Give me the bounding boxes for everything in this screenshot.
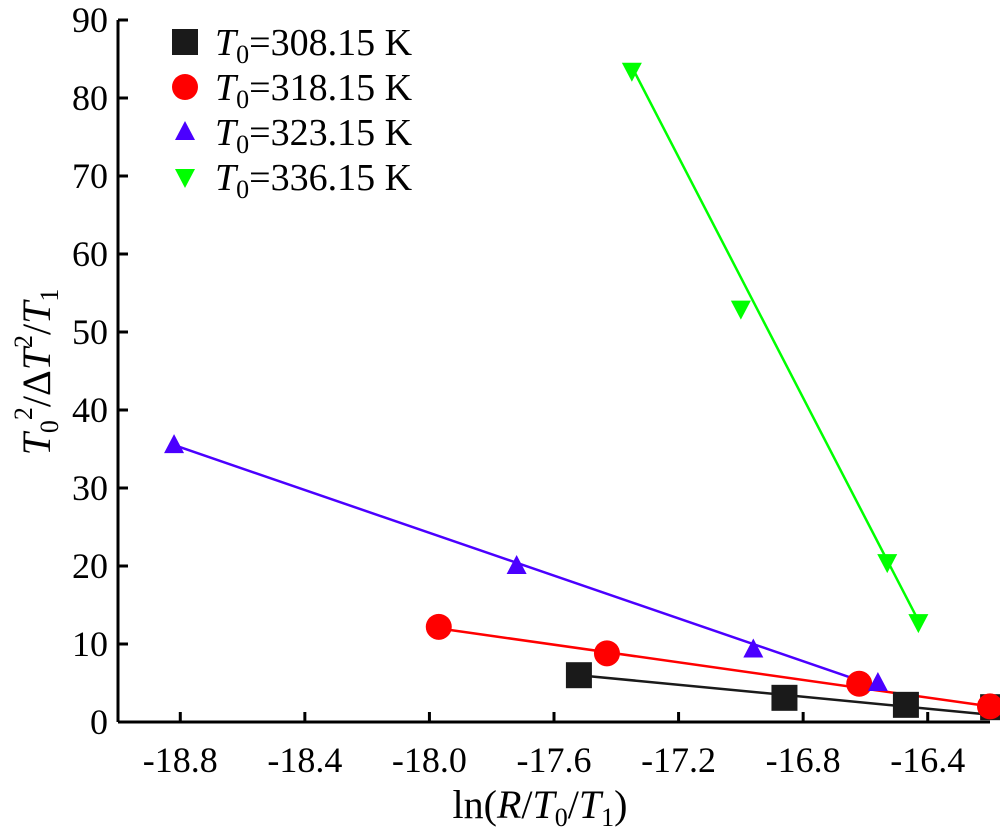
data-point-series-1 (892, 691, 919, 718)
y-axis-title: T02/ΔT2/T1 (9, 289, 64, 456)
fit-line-series-3 (173, 443, 879, 689)
data-point-series-2 (425, 613, 452, 640)
legend-marker-2 (172, 74, 198, 100)
data-point-series-2 (846, 670, 873, 697)
y-tick-label: 0 (90, 702, 108, 742)
y-ticks: 0 10 20 30 40 50 60 70 80 90 (72, 0, 128, 742)
fit-line-series-4 (630, 66, 920, 622)
y-tick-label: 60 (72, 234, 108, 274)
data-points (164, 62, 1000, 721)
y-tick-label: 10 (72, 624, 108, 664)
y-tick-label: 20 (72, 546, 108, 586)
data-point-series-3 (867, 672, 888, 691)
data-point-series-4 (621, 62, 642, 82)
legend-marker-1 (172, 29, 198, 55)
y-tick-label: 90 (72, 0, 108, 40)
x-tick-label: -17.2 (641, 740, 716, 780)
legend-marker-4 (175, 169, 195, 188)
y-tick-label: 80 (72, 78, 108, 118)
data-point-series-1 (771, 684, 798, 711)
y-tick-label: 40 (72, 390, 108, 430)
y-tick-label: 70 (72, 156, 108, 196)
y-tick-label: 30 (72, 468, 108, 508)
data-point-series-1 (565, 662, 592, 689)
x-ticks: -18.8 -18.4 -18.0 -17.6 -17.2 -16.8 -16.4 (143, 712, 965, 780)
legend: T0=308.15 KT0=318.15 KT0=323.15 KT0=336.… (172, 22, 413, 204)
data-point-series-2 (977, 693, 1000, 720)
data-point-series-4 (908, 614, 929, 634)
data-point-series-2 (593, 640, 620, 667)
legend-label-4: T0=336.15 K (215, 157, 413, 204)
legend-label-3: T0=323.15 K (215, 112, 413, 159)
x-tick-label: -18.4 (267, 740, 342, 780)
y-tick-label: 50 (72, 312, 108, 352)
x-tick-label: -17.6 (517, 740, 592, 780)
x-tick-label: -18.8 (143, 740, 218, 780)
data-point-series-4 (877, 554, 898, 574)
x-axis-title: ln(R/T0/T1) (453, 782, 628, 832)
data-point-series-4 (730, 300, 751, 320)
data-point-series-3 (164, 434, 185, 454)
legend-marker-3 (175, 121, 195, 140)
x-tick-label: -16.4 (890, 740, 965, 780)
x-tick-label: -16.8 (766, 740, 841, 780)
legend-label-2: T0=318.15 K (215, 67, 413, 114)
legend-label-1: T0=308.15 K (215, 22, 413, 69)
data-point-series-3 (743, 638, 764, 658)
x-tick-label: -18.0 (392, 740, 467, 780)
data-point-series-3 (506, 555, 527, 574)
